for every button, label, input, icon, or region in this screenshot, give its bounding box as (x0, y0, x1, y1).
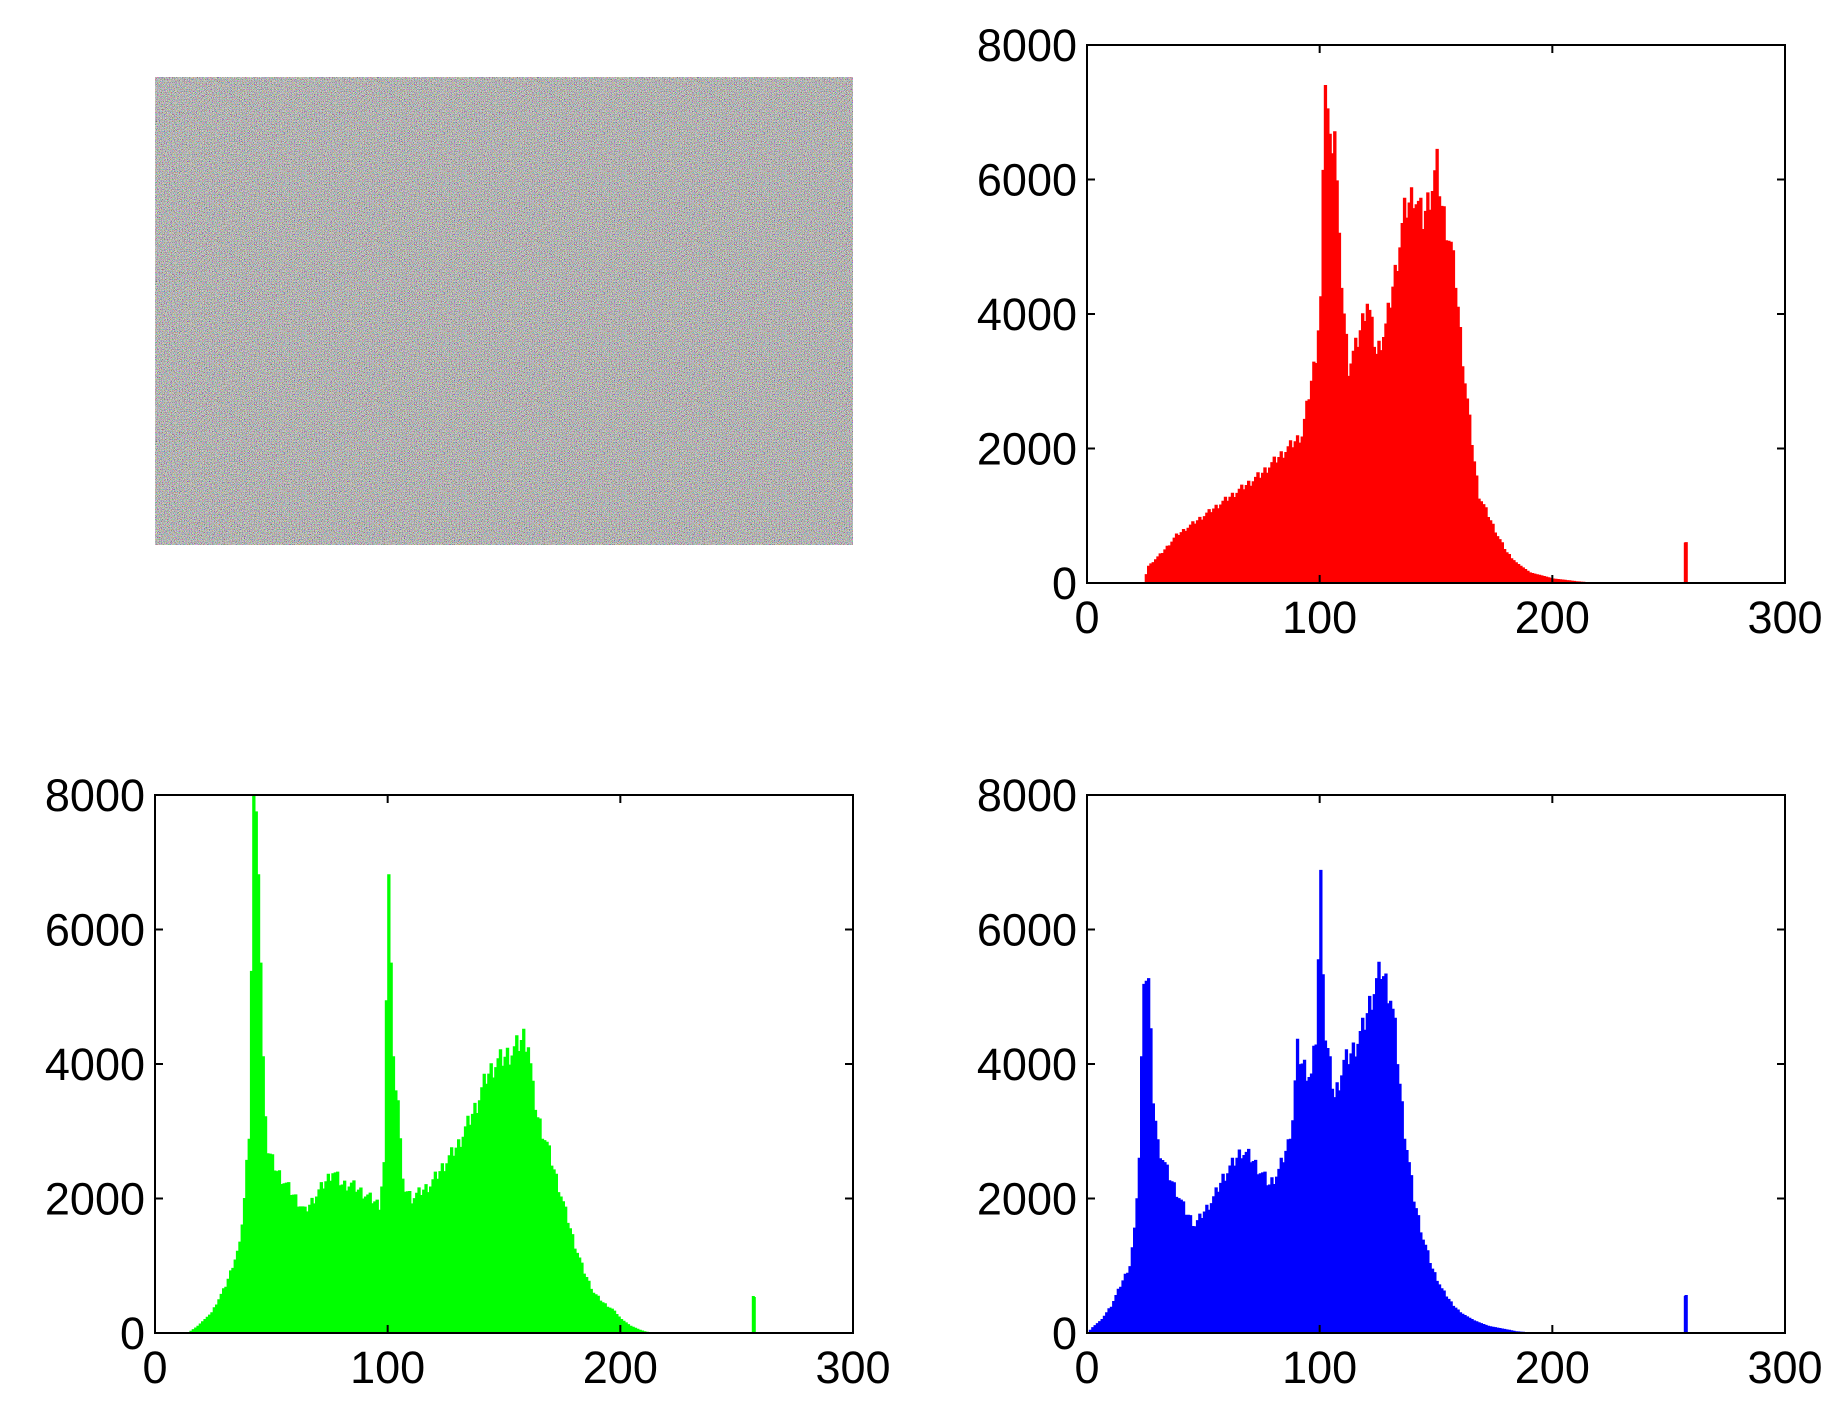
histogram-bars (155, 794, 758, 1334)
y-tick-label: 4000 (45, 1039, 145, 1090)
plot-frame (154, 794, 854, 1334)
axis-ticks: 0 100 200 300 0 2000 4000 6000 8000 (977, 20, 1823, 643)
x-tick-label: 200 (583, 1342, 658, 1393)
histogram-bars (1087, 85, 1690, 584)
x-tick-label: 0 (1074, 1342, 1099, 1393)
y-tick-label: 8000 (977, 20, 1077, 71)
noise-image (155, 77, 853, 545)
y-tick-label: 0 (1052, 558, 1077, 609)
x-tick-label: 200 (1515, 592, 1590, 643)
x-tick-label: 0 (142, 1342, 167, 1393)
x-tick-label: 300 (1747, 1342, 1822, 1393)
y-tick-label: 2000 (45, 1174, 145, 1225)
x-tick-label: 100 (1282, 592, 1357, 643)
y-tick-label: 2000 (977, 424, 1077, 475)
histogram-spike (1683, 1296, 1687, 1333)
x-tick-label: 0 (1074, 592, 1099, 643)
green-histogram-chart: 0 100 200 300 0 2000 4000 6000 8000 (45, 770, 891, 1393)
red-histogram-chart: 0 100 200 300 0 2000 4000 6000 8000 (977, 20, 1823, 643)
y-tick-label: 8000 (977, 770, 1077, 821)
histogram-area (155, 794, 758, 1334)
y-tick-label: 4000 (977, 289, 1077, 340)
plot-frame (1086, 794, 1786, 1334)
y-tick-label: 6000 (977, 155, 1077, 206)
histogram-area (1087, 85, 1690, 584)
y-tick-label: 4000 (977, 1039, 1077, 1090)
y-tick-label: 0 (1052, 1308, 1077, 1359)
x-tick-label: 100 (350, 1342, 425, 1393)
x-tick-label: 300 (815, 1342, 890, 1393)
x-tick-label: 100 (1282, 1342, 1357, 1393)
y-tick-label: 6000 (977, 905, 1077, 956)
plot-frame (1086, 44, 1786, 584)
x-tick-label: 300 (1747, 592, 1822, 643)
y-tick-label: 8000 (45, 770, 145, 821)
y-tick-label: 0 (120, 1308, 145, 1359)
blue-histogram-chart: 0 100 200 300 0 2000 4000 6000 8000 (977, 770, 1823, 1393)
y-tick-label: 6000 (45, 905, 145, 956)
histogram-spike (751, 1296, 755, 1333)
histogram-spike (1683, 542, 1687, 583)
x-tick-label: 200 (1515, 1342, 1590, 1393)
axis-ticks: 0 100 200 300 0 2000 4000 6000 8000 (45, 770, 891, 1393)
axis-ticks: 0 100 200 300 0 2000 4000 6000 8000 (977, 770, 1823, 1393)
noise-image-texture (155, 77, 853, 545)
y-tick-label: 2000 (977, 1174, 1077, 1225)
